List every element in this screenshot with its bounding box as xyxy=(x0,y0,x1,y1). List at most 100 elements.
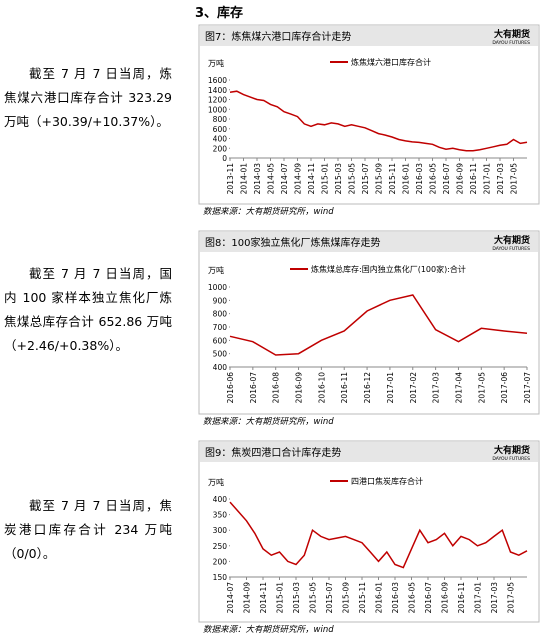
x-tick-label: 2014-05 xyxy=(267,163,276,195)
x-tick-label: 2015-03 xyxy=(334,163,343,195)
y-tick-label: 1400 xyxy=(208,86,227,95)
x-tick-label: 2015-01 xyxy=(321,163,330,195)
legend-label: 炼焦煤总库存:国内独立焦化厂(100家):合计 xyxy=(311,264,466,274)
y-tick-label: 250 xyxy=(213,542,228,551)
x-tick-label: 2016-01 xyxy=(402,163,411,195)
y-tick-label: 350 xyxy=(213,511,228,520)
unit-label: 万吨 xyxy=(208,477,224,487)
y-tick-label: 150 xyxy=(213,573,228,582)
paragraph: 截至 7 月 7 日当周，炼焦煤六港口库存合计 323.29 万吨（+30.39… xyxy=(4,66,172,129)
logo-name: 大有期货 xyxy=(494,444,530,456)
y-tick-label: 800 xyxy=(213,310,228,319)
x-tick-label: 2014-07 xyxy=(280,163,289,195)
y-tick-label: 600 xyxy=(213,125,228,134)
data-line xyxy=(229,90,528,152)
logo-sub: DAYOU FUTURES xyxy=(492,246,530,252)
x-tick-label: 2017-05 xyxy=(510,163,519,195)
x-tick-label: 2016-03 xyxy=(415,163,424,195)
y-tick-label: 800 xyxy=(213,115,228,124)
y-tick-label: 500 xyxy=(213,350,228,359)
y-tick-label: 200 xyxy=(213,557,228,566)
figure-note: 数据来源：大有期货研究所，wind xyxy=(203,206,334,217)
x-tick-label: 2014-09 xyxy=(243,582,252,614)
x-tick-label: 2016-09 xyxy=(295,372,304,404)
y-tick-label: 1000 xyxy=(208,105,227,114)
legend-label: 炼焦煤六港口库存合计 xyxy=(351,57,431,67)
figure-frame xyxy=(198,230,540,415)
figure-frame xyxy=(198,440,540,623)
x-tick-label: 2016-08 xyxy=(272,372,281,404)
x-tick-label: 2016-07 xyxy=(424,582,433,614)
x-tick-label: 2016-01 xyxy=(375,582,384,614)
y-tick-label: 1600 xyxy=(208,76,227,85)
data-line xyxy=(229,294,528,356)
x-tick-label: 2016-07 xyxy=(249,372,258,404)
x-tick-label: 2015-09 xyxy=(342,582,351,614)
x-tick-label: 2016-05 xyxy=(429,163,438,195)
y-tick-label: 700 xyxy=(213,323,228,332)
x-tick-label: 2015-09 xyxy=(375,163,384,195)
x-tick-label: 2017-01 xyxy=(483,163,492,195)
x-tick-label: 2014-11 xyxy=(307,163,316,195)
x-tick-label: 2014-03 xyxy=(253,163,262,195)
x-tick-label: 2016-10 xyxy=(317,372,326,404)
x-tick-label: 2013-11 xyxy=(226,163,235,195)
figure-title-bar xyxy=(200,442,538,462)
x-tick-label: 2016-09 xyxy=(456,163,465,195)
figure-title: 图9：焦炭四港口合计库存走势 xyxy=(205,446,341,459)
x-tick-label: 2017-03 xyxy=(490,582,499,614)
figure-title: 图8：100家独立焦化厂炼焦煤库存走势 xyxy=(205,236,380,249)
logo-sub: DAYOU FUTURES xyxy=(492,40,530,46)
x-tick-label: 2017-02 xyxy=(409,372,418,404)
x-tick-label: 2015-11 xyxy=(358,582,367,614)
x-tick-label: 2016-12 xyxy=(363,372,372,404)
logo-name: 大有期货 xyxy=(494,28,530,40)
x-tick-label: 2014-01 xyxy=(240,163,249,195)
x-tick-label: 2015-11 xyxy=(388,163,397,195)
x-tick-label: 2015-07 xyxy=(325,582,334,614)
y-tick-label: 0 xyxy=(222,154,227,163)
x-tick-label: 2016-05 xyxy=(408,582,417,614)
x-tick-label: 2014-09 xyxy=(294,163,303,195)
y-tick-label: 400 xyxy=(213,135,228,144)
x-tick-label: 2016-11 xyxy=(457,582,466,614)
x-tick-label: 2015-05 xyxy=(309,582,318,614)
figure-title-bar xyxy=(200,26,538,46)
x-tick-label: 2016-11 xyxy=(469,163,478,195)
figure-title: 图7：炼焦煤六港口库存合计走势 xyxy=(205,30,351,43)
logo-sub: DAYOU FUTURES xyxy=(492,456,530,462)
x-tick-label: 2017-05 xyxy=(507,582,516,614)
x-tick-label: 2015-03 xyxy=(292,582,301,614)
y-tick-label: 1200 xyxy=(208,96,227,105)
x-tick-label: 2017-05 xyxy=(477,372,486,404)
y-tick-label: 300 xyxy=(213,526,228,535)
figure-note: 数据来源：大有期货研究所，wind xyxy=(203,416,334,427)
data-line xyxy=(229,501,528,569)
y-tick-label: 400 xyxy=(213,363,228,372)
y-tick-label: 200 xyxy=(213,144,228,153)
unit-label: 万吨 xyxy=(208,58,224,68)
x-tick-label: 2017-03 xyxy=(496,163,505,195)
x-tick-label: 2015-05 xyxy=(348,163,357,195)
figure-note: 数据来源：大有期货研究所，wind xyxy=(203,624,334,635)
x-tick-label: 2017-01 xyxy=(386,372,395,404)
x-tick-label: 2016-03 xyxy=(391,582,400,614)
x-tick-label: 2015-01 xyxy=(276,582,285,614)
x-tick-label: 2017-03 xyxy=(432,372,441,404)
legend-label: 四港口焦炭库存合计 xyxy=(351,476,423,486)
logo-name: 大有期货 xyxy=(494,234,530,246)
x-tick-label: 2016-11 xyxy=(340,372,349,404)
y-tick-label: 1000 xyxy=(208,283,227,292)
section-heading: 3、库存 xyxy=(195,6,244,21)
x-tick-label: 2017-06 xyxy=(500,372,509,404)
x-tick-label: 2014-07 xyxy=(226,582,235,614)
x-tick-label: 2016-06 xyxy=(226,372,235,404)
y-tick-label: 600 xyxy=(213,336,228,345)
y-tick-label: 400 xyxy=(213,495,228,504)
figure-title-bar xyxy=(200,232,538,252)
x-tick-label: 2016-09 xyxy=(441,582,450,614)
x-tick-label: 2017-07 xyxy=(523,372,532,404)
y-tick-label: 900 xyxy=(213,296,228,305)
